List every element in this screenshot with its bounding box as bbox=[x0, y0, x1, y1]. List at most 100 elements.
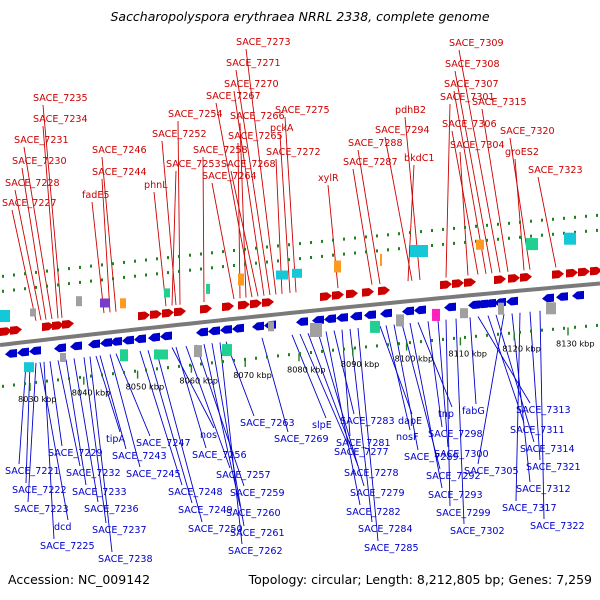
gene-label-bottom: SACE_7262 bbox=[228, 546, 283, 557]
gene-label-top: SACE_7234 bbox=[33, 114, 88, 125]
reverse-gene-arrow bbox=[88, 339, 100, 349]
gene-label-top: SACE_7244 bbox=[92, 167, 147, 178]
track-tick bbox=[277, 354, 279, 358]
track-tick bbox=[508, 236, 510, 240]
gene-leader-line bbox=[185, 345, 231, 469]
gene-block bbox=[432, 308, 440, 321]
track-tick bbox=[13, 383, 15, 387]
forward-gene-arrow bbox=[578, 267, 590, 277]
gene-label-top: SACE_7265 bbox=[228, 131, 283, 142]
gene-label-top: groES2 bbox=[505, 147, 539, 158]
track-tick bbox=[508, 221, 510, 225]
gene-label-bottom: SACE_7299 bbox=[436, 508, 491, 519]
gene-leader-line bbox=[239, 122, 247, 298]
gene-label-bottom: SACE_7278 bbox=[344, 468, 399, 479]
track-tick bbox=[112, 277, 114, 281]
gene-leader-line bbox=[109, 354, 141, 468]
gene-label-bottom: dcd bbox=[54, 522, 71, 533]
gene-label-top: xylR bbox=[318, 173, 339, 184]
gene-label-top: phnL bbox=[144, 180, 168, 191]
reverse-gene-arrow bbox=[70, 341, 82, 351]
reverse-gene-arrow bbox=[484, 298, 496, 308]
scale-label: 8060 kbp bbox=[179, 376, 218, 386]
track-tick bbox=[57, 378, 59, 382]
forward-gene-arrow bbox=[566, 268, 578, 278]
gene-leader-line bbox=[95, 355, 121, 433]
gene-label-top: SACE_7320 bbox=[500, 126, 555, 137]
track-tick bbox=[299, 242, 301, 246]
reverse-gene-labels: SACE_7221SACE_7222SACE_7223dcdSACE_7225S… bbox=[5, 405, 585, 565]
gene-leader-line bbox=[393, 324, 419, 451]
forward-gene-arrow bbox=[174, 307, 186, 317]
forward-gene-arrow bbox=[494, 275, 506, 285]
forward-gene-arrow bbox=[552, 270, 564, 279]
forward-gene-arrow bbox=[440, 280, 452, 290]
track-tick bbox=[442, 227, 444, 231]
gene-leader-line bbox=[235, 69, 271, 296]
gene-label-bottom: SACE_7321 bbox=[526, 462, 581, 473]
track-tick bbox=[475, 334, 477, 338]
track-tick bbox=[552, 327, 554, 331]
gene-label-top: fadE5 bbox=[82, 190, 110, 201]
forward-gene-arrow bbox=[464, 278, 476, 287]
gene-label-bottom: SACE_7312 bbox=[516, 484, 571, 495]
track-tick bbox=[453, 226, 455, 230]
forward-gene-arrow bbox=[262, 298, 274, 307]
gene-leader-line bbox=[409, 322, 443, 489]
reverse-gene-arrow bbox=[542, 293, 554, 303]
track-tick bbox=[90, 279, 92, 283]
gene-leader-line bbox=[458, 49, 501, 273]
gene-label-bottom: fabG bbox=[462, 406, 485, 417]
gene-block bbox=[546, 302, 556, 315]
track-tick bbox=[233, 359, 235, 362]
gene-label-bottom: SACE_7222 bbox=[12, 485, 67, 496]
track-tick bbox=[420, 230, 422, 234]
reverse-gene-arrow bbox=[17, 347, 29, 357]
reverse-gene-arrow bbox=[160, 331, 172, 341]
gene-leader-line bbox=[459, 151, 469, 276]
track-tick bbox=[387, 343, 389, 347]
track-tick bbox=[35, 270, 37, 274]
gene-leader-line bbox=[14, 189, 42, 321]
gene-leader-line bbox=[101, 178, 111, 313]
track-tick bbox=[90, 264, 92, 268]
gene-label-top: SACE_7323 bbox=[528, 165, 583, 176]
gene-block bbox=[100, 298, 110, 308]
gene-block bbox=[292, 268, 302, 278]
gene-label-top: pdhB2 bbox=[395, 105, 426, 116]
track-tick bbox=[156, 367, 158, 371]
gene-leader-line bbox=[202, 156, 205, 303]
reverse-gene-arrow bbox=[296, 317, 308, 326]
gene-leader-line bbox=[291, 334, 327, 419]
track-tick bbox=[35, 285, 37, 289]
track-tick bbox=[167, 271, 169, 275]
track-tick bbox=[497, 332, 499, 336]
track-tick bbox=[189, 268, 191, 272]
forward-gene-labels: SACE_7227 SACE_7228 SACE_7230 SACE_7231 SACE… bbox=[2, 37, 583, 209]
track-tick bbox=[486, 333, 488, 337]
forward-gene-arrow bbox=[200, 304, 212, 314]
gene-label-top: SACE_7267 bbox=[206, 91, 261, 102]
track-tick bbox=[321, 239, 323, 243]
track-tick bbox=[222, 250, 224, 254]
gene-block bbox=[194, 345, 202, 358]
track-tick bbox=[365, 235, 367, 239]
gene-leader-line bbox=[49, 361, 63, 447]
reverse-gene-arrow bbox=[110, 337, 122, 346]
gene-block bbox=[164, 288, 170, 298]
track-tick bbox=[46, 379, 48, 383]
track-tick bbox=[574, 215, 576, 219]
track-tick bbox=[519, 220, 521, 224]
gene-block bbox=[30, 308, 36, 317]
gene-label-bottom: SACE_7293 bbox=[428, 490, 483, 501]
gene-label-top: SACE_7309 bbox=[449, 38, 504, 49]
track-tick bbox=[431, 339, 433, 342]
gene-block bbox=[380, 254, 382, 266]
track-tick bbox=[343, 237, 345, 241]
gene-leader-line bbox=[21, 167, 47, 320]
gene-leader-line bbox=[539, 310, 545, 520]
track-tick bbox=[2, 384, 4, 388]
gene-leader-line bbox=[325, 331, 361, 506]
track-tick bbox=[167, 256, 169, 260]
gene-leader-line bbox=[89, 356, 113, 553]
